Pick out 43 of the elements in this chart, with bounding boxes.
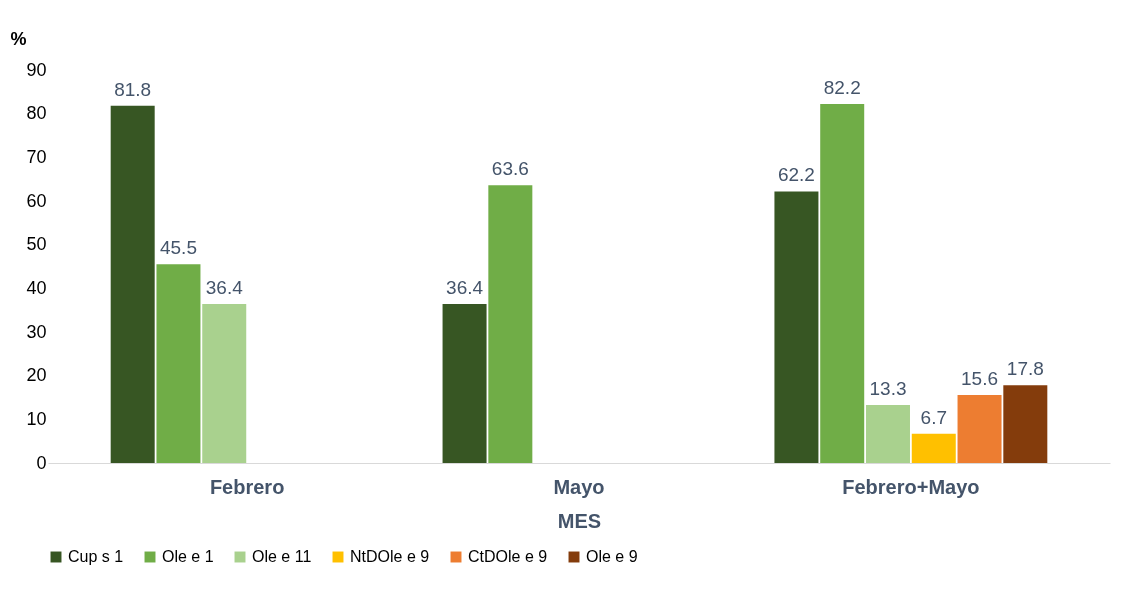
- data-label: 62.2: [777, 164, 815, 186]
- data-label: 63.6: [491, 158, 529, 180]
- y-tick-label: 60: [26, 190, 47, 211]
- data-label: 15.6: [961, 367, 999, 389]
- y-tick-label: 40: [26, 277, 47, 298]
- legend-label: NtDOle e 9: [350, 548, 430, 565]
- legend-label: Cup s 1: [68, 548, 124, 565]
- y-axis-title: %: [10, 28, 27, 49]
- y-tick-label: 70: [26, 146, 47, 167]
- x-tick-label: Febrero+Mayo: [842, 475, 980, 498]
- data-label: 45.5: [159, 237, 197, 259]
- x-tick-label: Febrero: [209, 475, 285, 498]
- y-tick-label: 30: [26, 321, 47, 342]
- bar: [957, 394, 1002, 463]
- y-tick-label: 10: [26, 408, 47, 429]
- legend-label: CtDOle e 9: [468, 548, 548, 565]
- bar: [774, 191, 819, 463]
- bar: [865, 404, 910, 463]
- bar: [110, 105, 155, 463]
- data-label: 6.7: [920, 406, 947, 428]
- x-tick-label: Mayo: [553, 475, 605, 498]
- legend-label: Ole e 1: [162, 548, 214, 565]
- bar: [156, 264, 201, 463]
- y-tick-label: 90: [26, 59, 47, 80]
- data-label: 13.3: [869, 377, 907, 399]
- bar: [488, 185, 533, 463]
- bar: [442, 304, 487, 463]
- legend-label: Ole e 9: [586, 548, 638, 565]
- y-tick-label: 20: [26, 365, 47, 386]
- data-label: 36.4: [205, 277, 244, 299]
- bar: [202, 304, 247, 463]
- data-label: 17.8: [1006, 358, 1044, 380]
- x-axis-title: MES: [557, 509, 602, 532]
- data-label: 81.8: [114, 78, 152, 100]
- y-tick-label: 0: [36, 452, 47, 473]
- bar: [820, 104, 865, 463]
- bar: [1003, 385, 1048, 463]
- y-tick-label: 50: [26, 234, 47, 255]
- bar: [911, 433, 956, 463]
- y-tick-label: 80: [26, 103, 47, 124]
- data-label: 82.2: [823, 77, 861, 99]
- data-label: 36.4: [446, 277, 484, 299]
- legend-label: Ole e 11: [252, 548, 312, 565]
